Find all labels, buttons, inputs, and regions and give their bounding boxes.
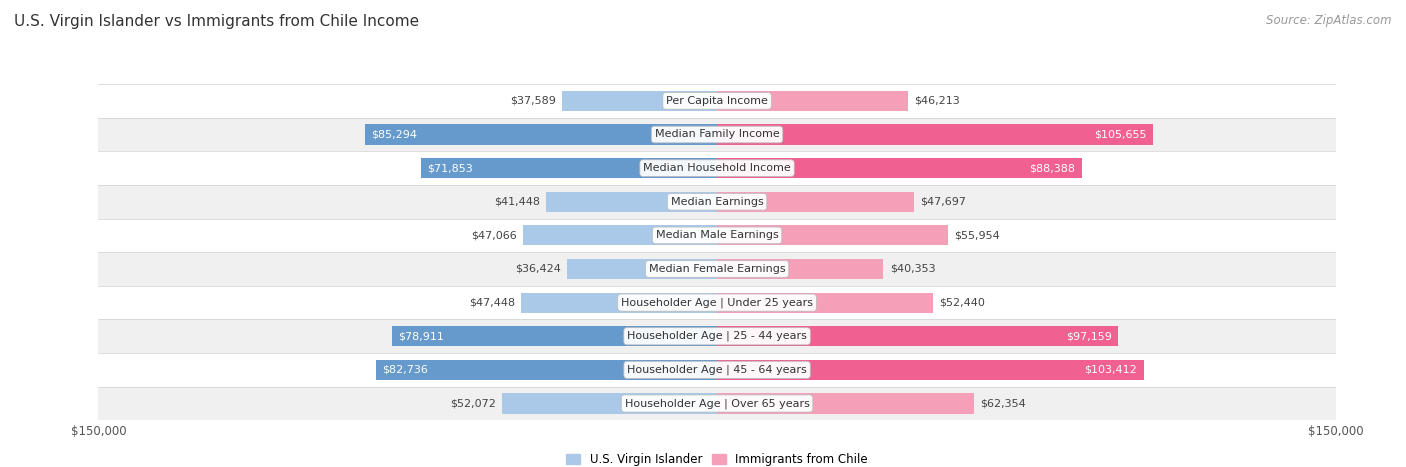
Bar	[98, 185, 1336, 219]
Text: Per Capita Income: Per Capita Income	[666, 96, 768, 106]
Text: $97,159: $97,159	[1066, 331, 1112, 341]
Text: $88,388: $88,388	[1029, 163, 1076, 173]
Bar	[98, 252, 1336, 286]
Bar	[523, 225, 717, 246]
Bar	[98, 286, 1336, 319]
Text: Median Family Income: Median Family Income	[655, 129, 779, 140]
Text: $47,066: $47,066	[471, 230, 517, 241]
Bar	[717, 191, 914, 212]
Bar	[567, 259, 717, 279]
Text: $71,853: $71,853	[427, 163, 472, 173]
Text: $85,294: $85,294	[371, 129, 418, 140]
Text: Median Male Earnings: Median Male Earnings	[655, 230, 779, 241]
Text: $36,424: $36,424	[515, 264, 561, 274]
Bar	[98, 319, 1336, 353]
Bar	[562, 91, 717, 111]
Text: $78,911: $78,911	[398, 331, 444, 341]
Bar	[392, 326, 717, 347]
Text: Source: ZipAtlas.com: Source: ZipAtlas.com	[1267, 14, 1392, 27]
Bar	[717, 158, 1081, 178]
Bar	[98, 353, 1336, 387]
Text: Median Earnings: Median Earnings	[671, 197, 763, 207]
Text: $37,589: $37,589	[510, 96, 555, 106]
Text: $52,072: $52,072	[450, 398, 496, 409]
Bar	[375, 360, 717, 380]
Text: $46,213: $46,213	[914, 96, 959, 106]
Text: $40,353: $40,353	[890, 264, 935, 274]
Text: Median Female Earnings: Median Female Earnings	[648, 264, 786, 274]
Bar	[717, 292, 934, 313]
Bar	[717, 91, 908, 111]
Text: $82,736: $82,736	[382, 365, 427, 375]
Bar	[717, 225, 948, 246]
Bar	[366, 124, 717, 145]
Bar	[98, 151, 1336, 185]
Text: U.S. Virgin Islander vs Immigrants from Chile Income: U.S. Virgin Islander vs Immigrants from …	[14, 14, 419, 29]
Text: $47,448: $47,448	[470, 297, 515, 308]
Bar	[502, 393, 717, 414]
Text: $41,448: $41,448	[494, 197, 540, 207]
Text: Householder Age | Under 25 years: Householder Age | Under 25 years	[621, 297, 813, 308]
Bar	[98, 219, 1336, 252]
Text: Householder Age | 25 - 44 years: Householder Age | 25 - 44 years	[627, 331, 807, 341]
Text: Householder Age | 45 - 64 years: Householder Age | 45 - 64 years	[627, 365, 807, 375]
Legend: U.S. Virgin Islander, Immigrants from Chile: U.S. Virgin Islander, Immigrants from Ch…	[567, 453, 868, 466]
Text: $105,655: $105,655	[1094, 129, 1147, 140]
Bar	[717, 393, 974, 414]
Bar	[98, 118, 1336, 151]
Bar	[98, 84, 1336, 118]
Text: $62,354: $62,354	[980, 398, 1026, 409]
Bar	[420, 158, 717, 178]
Text: $55,954: $55,954	[955, 230, 1000, 241]
Bar	[717, 259, 883, 279]
Text: $47,697: $47,697	[920, 197, 966, 207]
Text: $52,440: $52,440	[939, 297, 986, 308]
Bar	[717, 124, 1153, 145]
Bar	[98, 387, 1336, 420]
Bar	[522, 292, 717, 313]
Text: Householder Age | Over 65 years: Householder Age | Over 65 years	[624, 398, 810, 409]
Bar	[546, 191, 717, 212]
Bar	[717, 360, 1143, 380]
Bar	[717, 326, 1118, 347]
Text: Median Household Income: Median Household Income	[643, 163, 792, 173]
Text: $103,412: $103,412	[1084, 365, 1137, 375]
